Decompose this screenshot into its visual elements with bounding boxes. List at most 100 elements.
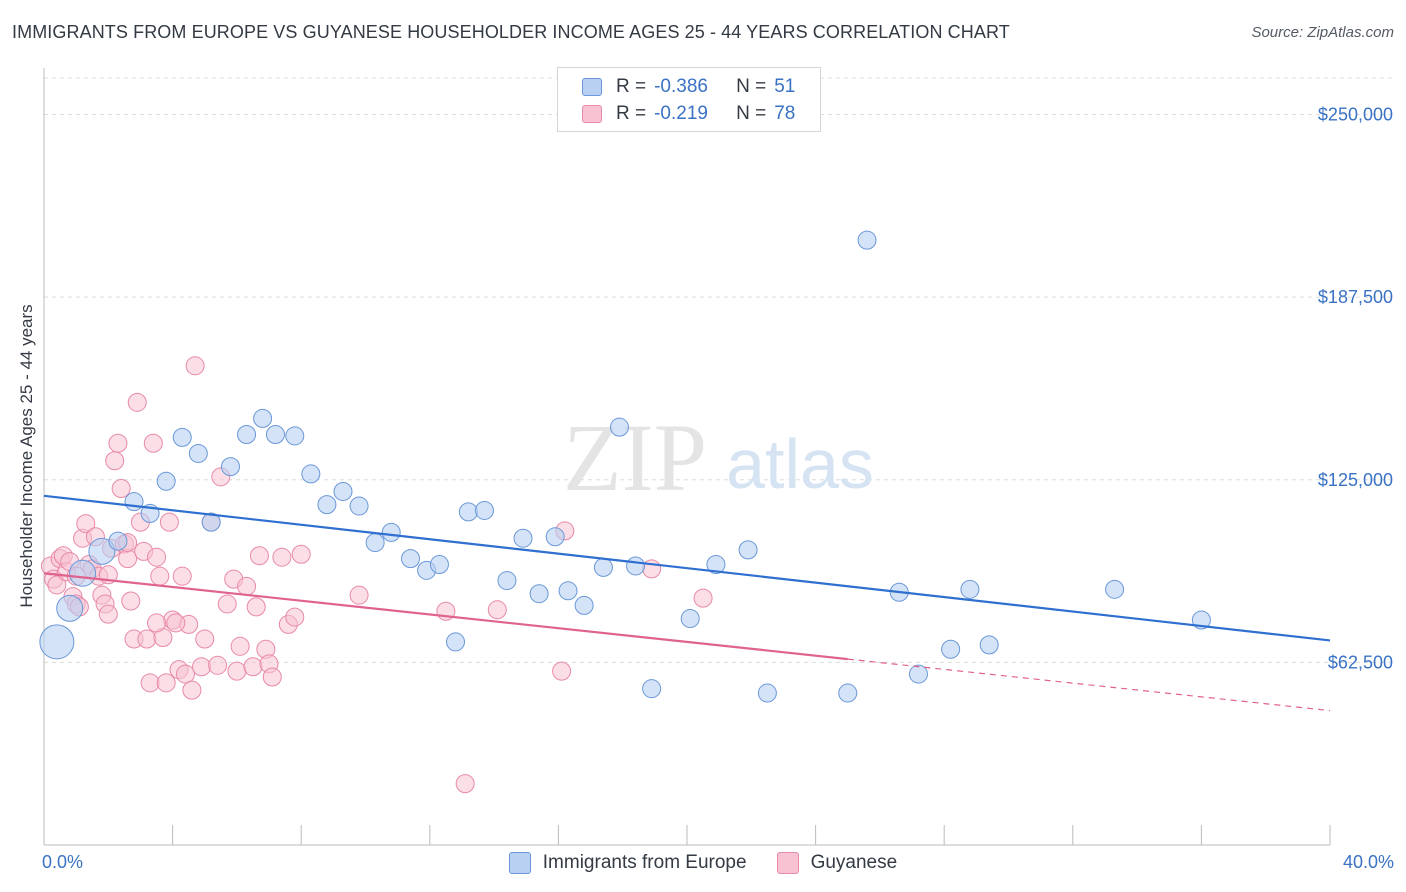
guyanese-point bbox=[291, 544, 311, 564]
europe-point bbox=[738, 540, 758, 560]
guyanese-point bbox=[227, 661, 247, 681]
guyanese-point bbox=[47, 575, 67, 595]
europe-point bbox=[317, 495, 337, 515]
axes bbox=[43, 68, 1331, 846]
guyanese-point bbox=[272, 547, 292, 567]
europe-point bbox=[156, 471, 176, 491]
guyanese-point bbox=[98, 604, 118, 624]
europe-point bbox=[285, 426, 305, 446]
legend-row-guyanese: R = -0.219 N = 78 bbox=[582, 101, 795, 127]
guyanese-point bbox=[185, 356, 205, 376]
europe-point bbox=[201, 512, 221, 532]
y-tick-label: $62,500 bbox=[1328, 652, 1393, 672]
europe-point bbox=[56, 594, 84, 622]
guyanese-point bbox=[127, 392, 147, 412]
legend-r-label: R = bbox=[616, 76, 647, 97]
guyanese-point bbox=[150, 566, 170, 586]
europe-point bbox=[593, 557, 613, 577]
guyanese-point bbox=[140, 673, 160, 693]
legend-r-label: R = bbox=[616, 103, 647, 124]
x-axis-max-label: 40.0% bbox=[1342, 852, 1394, 872]
europe-point bbox=[108, 531, 128, 551]
guyanese-point bbox=[262, 667, 282, 687]
y-tick-label: $187,500 bbox=[1318, 287, 1393, 307]
europe-point bbox=[253, 408, 273, 428]
guyanese-point bbox=[159, 512, 179, 532]
europe-point bbox=[642, 679, 662, 699]
europe-point bbox=[706, 554, 726, 574]
guyanese-point bbox=[175, 664, 195, 684]
series-legend-guyanese: Guyanese bbox=[776, 852, 898, 874]
guyanese-point bbox=[108, 433, 128, 453]
europe-point bbox=[609, 417, 629, 437]
europe-point bbox=[960, 579, 980, 599]
guyanese-point bbox=[147, 613, 167, 633]
europe-point bbox=[446, 632, 466, 652]
guyanese-point bbox=[552, 661, 572, 681]
europe-point bbox=[88, 537, 116, 565]
guyanese-point bbox=[195, 629, 215, 649]
europe-point bbox=[979, 635, 999, 655]
guyanese-point bbox=[349, 585, 369, 605]
series-label-guyanese: Guyanese bbox=[810, 852, 898, 873]
europe-point bbox=[458, 502, 478, 522]
guyanese-point bbox=[285, 607, 305, 627]
europe-point bbox=[401, 549, 421, 569]
guyanese-point bbox=[217, 594, 237, 614]
y-tick-label: $125,000 bbox=[1318, 470, 1393, 490]
chart-title: IMMIGRANTS FROM EUROPE VS GUYANESE HOUSE… bbox=[12, 22, 1010, 42]
europe-point bbox=[301, 464, 321, 484]
guyanese-trend-line bbox=[43, 572, 848, 661]
guyanese-point bbox=[246, 597, 266, 617]
legend-r-value: -0.386 bbox=[654, 76, 708, 97]
legend-row-europe: R = -0.386 N = 51 bbox=[582, 74, 795, 100]
series-label-europe: Immigrants from Europe bbox=[542, 852, 747, 873]
y-tick-labels: $62,500 $125,000 $187,500 $250,000 bbox=[1318, 105, 1393, 673]
europe-point bbox=[474, 500, 494, 520]
europe-point bbox=[908, 664, 928, 684]
europe-point bbox=[349, 496, 369, 516]
europe-point bbox=[1105, 579, 1125, 599]
europe-trend-line bbox=[43, 494, 1331, 642]
series-swatch-guyanese bbox=[776, 852, 799, 874]
europe-point bbox=[220, 457, 240, 477]
guyanese-point bbox=[249, 546, 269, 566]
europe-point bbox=[558, 581, 578, 601]
legend-n-value: 51 bbox=[774, 76, 796, 97]
watermark-atlas: atlas bbox=[726, 425, 874, 503]
x-axis-min-label: 0.0% bbox=[42, 852, 84, 872]
guyanese-trend-extension bbox=[847, 658, 1331, 712]
europe-point bbox=[680, 609, 700, 629]
europe-point bbox=[69, 559, 97, 587]
guyanese-point bbox=[237, 576, 257, 596]
legend-n-label: N = bbox=[736, 103, 767, 124]
legend-swatch-guyanese bbox=[582, 105, 602, 123]
europe-point bbox=[172, 427, 192, 447]
europe-point bbox=[365, 533, 385, 553]
europe-point bbox=[429, 554, 449, 574]
legend-swatch-europe bbox=[582, 78, 602, 96]
europe-point bbox=[39, 624, 75, 660]
europe-point bbox=[529, 584, 549, 604]
europe-point bbox=[381, 522, 401, 542]
legend-r-value: -0.219 bbox=[654, 103, 708, 124]
y-tick-label: $250,000 bbox=[1318, 105, 1393, 125]
guyanese-point bbox=[121, 591, 141, 611]
guyanese-point bbox=[487, 600, 507, 620]
guyanese-point bbox=[693, 588, 713, 608]
europe-point bbox=[124, 492, 144, 512]
guyanese-point bbox=[243, 657, 263, 677]
guyanese-point bbox=[166, 613, 186, 633]
guyanese-point bbox=[105, 451, 125, 471]
guyanese-point bbox=[76, 514, 96, 534]
europe-point bbox=[941, 639, 961, 659]
europe-point bbox=[757, 683, 777, 703]
europe-point bbox=[545, 527, 565, 547]
grid-lines bbox=[44, 77, 1395, 663]
europe-point bbox=[626, 556, 646, 576]
europe-point bbox=[333, 481, 353, 501]
europe-point bbox=[497, 571, 517, 591]
guyanese-point bbox=[455, 774, 475, 794]
guyanese-points bbox=[40, 356, 713, 794]
